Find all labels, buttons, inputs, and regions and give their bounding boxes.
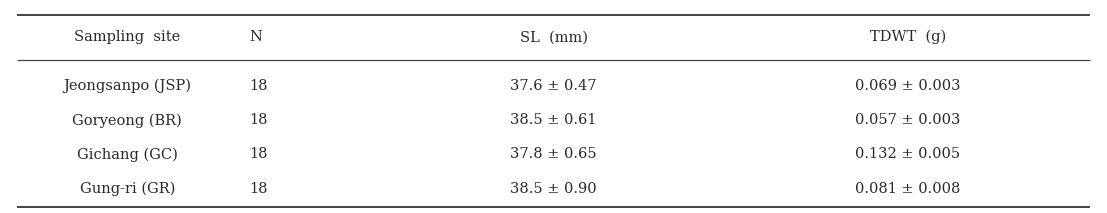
Text: 37.8 ± 0.65: 37.8 ± 0.65	[510, 147, 597, 161]
Text: 18: 18	[249, 147, 268, 161]
Text: 38.5 ± 0.61: 38.5 ± 0.61	[510, 113, 597, 127]
Text: Gichang (GC): Gichang (GC)	[76, 147, 178, 162]
Text: 37.6 ± 0.47: 37.6 ± 0.47	[510, 79, 597, 93]
Text: Goryeong (BR): Goryeong (BR)	[72, 113, 183, 128]
Text: Sampling  site: Sampling site	[74, 30, 180, 44]
Text: Jeongsanpo (JSP): Jeongsanpo (JSP)	[63, 79, 192, 94]
Text: N: N	[249, 30, 262, 44]
Text: 0.132 ± 0.005: 0.132 ± 0.005	[856, 147, 960, 161]
Text: Gung-ri (GR): Gung-ri (GR)	[80, 181, 175, 196]
Text: SL  (mm): SL (mm)	[519, 30, 588, 44]
Text: TDWT  (g): TDWT (g)	[870, 30, 945, 45]
Text: 0.081 ± 0.008: 0.081 ± 0.008	[855, 181, 961, 196]
Text: 38.5 ± 0.90: 38.5 ± 0.90	[510, 181, 597, 196]
Text: 0.057 ± 0.003: 0.057 ± 0.003	[855, 113, 961, 127]
Text: 18: 18	[249, 113, 268, 127]
Text: 0.069 ± 0.003: 0.069 ± 0.003	[855, 79, 961, 93]
Text: 18: 18	[249, 181, 268, 196]
Text: 18: 18	[249, 79, 268, 93]
